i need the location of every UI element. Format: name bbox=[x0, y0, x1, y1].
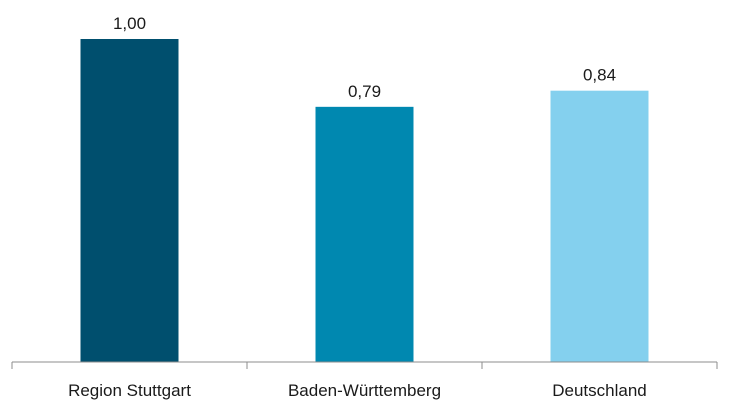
value-labels-layer: 1,00 0,79 0,84 bbox=[113, 14, 616, 101]
bars-layer bbox=[80, 39, 649, 363]
category-label-baden-wurttemberg: Baden-Württemberg bbox=[288, 381, 441, 400]
value-label-region-stuttgart: 1,00 bbox=[113, 14, 146, 33]
value-label-baden-wurttemberg: 0,79 bbox=[348, 82, 381, 101]
category-label-deutschland: Deutschland bbox=[552, 381, 647, 400]
bar-region-stuttgart bbox=[80, 39, 179, 362]
bar-baden-wurttemberg bbox=[315, 106, 414, 362]
category-label-region-stuttgart: Region Stuttgart bbox=[68, 381, 191, 400]
x-axis: Region Stuttgart Baden-Württemberg Deutsch… bbox=[11, 361, 718, 400]
bar-deutschland bbox=[550, 90, 649, 363]
value-label-deutschland: 0,84 bbox=[583, 66, 616, 85]
